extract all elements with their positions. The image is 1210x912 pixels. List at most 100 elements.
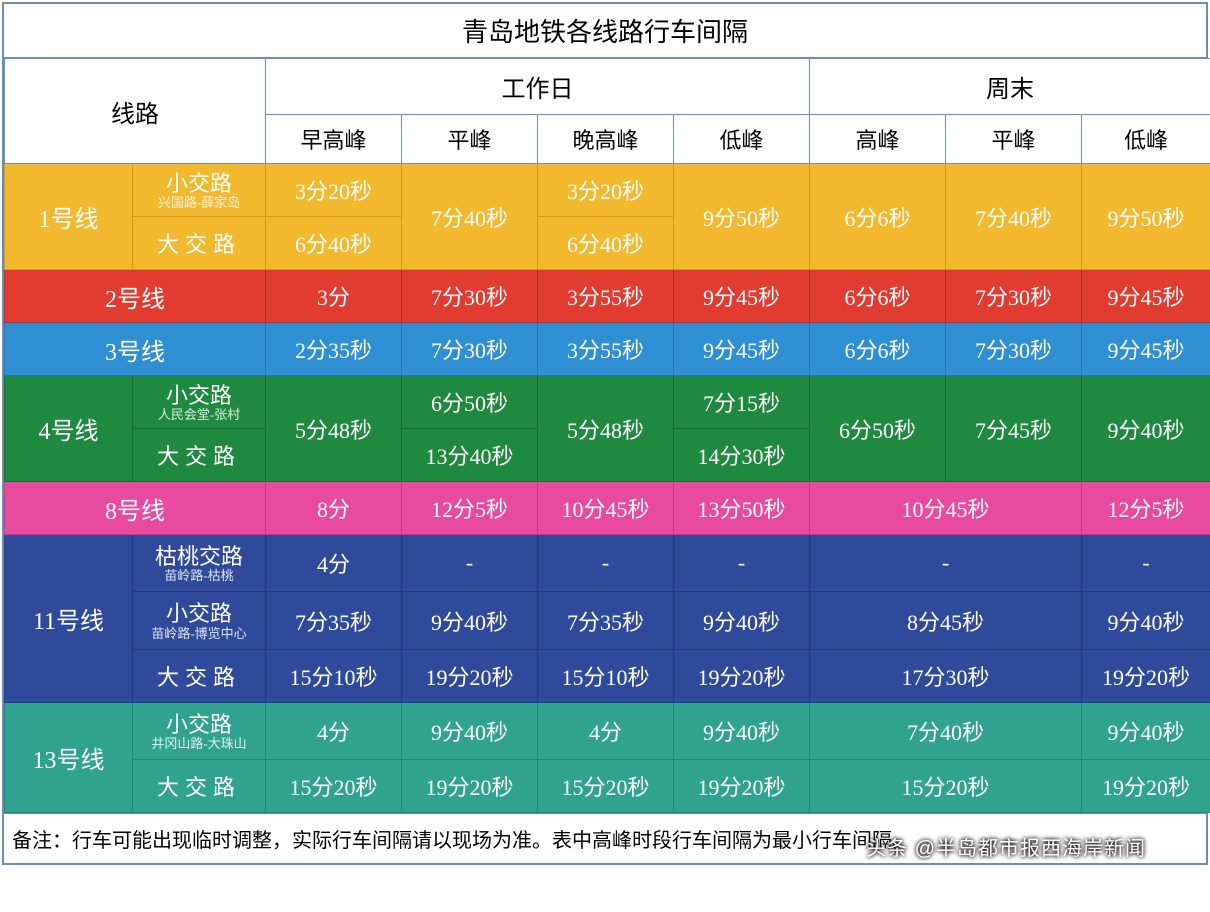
l1-wef: 7分40秒 [946, 164, 1082, 270]
watermark-text: 头条 @半岛都市报西海岸新闻 [866, 832, 1146, 861]
line1-sub1-main: 小交路 [133, 168, 265, 196]
l3-wep: 6分6秒 [810, 323, 946, 376]
line1-sub1-small: 兴国路-薛家岛 [133, 196, 265, 212]
l4r2-wdf: 13分40秒 [402, 429, 538, 482]
line11-sub2-small: 苗岭路-博览中心 [133, 627, 265, 643]
l11r3-wepf: 17分30秒 [810, 649, 1082, 702]
l2-wdl: 9分45秒 [674, 270, 810, 323]
l11r2-wepf: 8分45秒 [810, 592, 1082, 649]
l3-wel: 9分45秒 [1082, 323, 1210, 376]
l3-wdf: 7分30秒 [402, 323, 538, 376]
line3-name: 3号线 [5, 323, 266, 376]
l4-wde: 5分48秒 [538, 376, 674, 482]
l13r2-wde: 15分20秒 [538, 760, 674, 813]
l11r2-wde: 7分35秒 [538, 592, 674, 649]
l2-wdm: 3分 [266, 270, 402, 323]
row-line8: 8号线 8分 12分5秒 10分45秒 13分50秒 10分45秒 12分5秒 [5, 482, 1210, 535]
l8-wdf: 12分5秒 [402, 482, 538, 535]
l13r2-wepf: 15分20秒 [810, 760, 1082, 813]
l1-wdl: 9分50秒 [674, 164, 810, 270]
l2-wel: 9分45秒 [1082, 270, 1210, 323]
l3-wdm: 2分35秒 [266, 323, 402, 376]
row-line1-sub1: 1号线 小交路 兴国路-薛家岛 3分20秒 7分40秒 3分20秒 9分50秒 … [5, 164, 1210, 217]
row-line4-sub1: 4号线 小交路 人民会堂-张村 5分48秒 6分50秒 5分48秒 7分15秒 … [5, 376, 1210, 429]
l4-wdm: 5分48秒 [266, 376, 402, 482]
l11r2-wdm: 7分35秒 [266, 592, 402, 649]
hdr-wd-flat: 平峰 [402, 115, 538, 164]
l11r2-wdl: 9分40秒 [674, 592, 810, 649]
l11r3-wde: 15分10秒 [538, 649, 674, 702]
line11-sub1: 枯桃交路 苗岭路-枯桃 [133, 535, 266, 592]
l11r1-wde: - [538, 535, 674, 592]
hdr-we-flat: 平峰 [946, 115, 1082, 164]
row-line11-sub1: 11号线 枯桃交路 苗岭路-枯桃 4分 - - - - - [5, 535, 1210, 592]
l13r1-wdm: 4分 [266, 702, 402, 759]
page-title: 青岛地铁各线路行车间隔 [4, 4, 1206, 58]
l3-wdl: 9分45秒 [674, 323, 810, 376]
l13r1-wel: 9分40秒 [1082, 702, 1210, 759]
l1r1-wdm: 3分20秒 [266, 164, 402, 217]
row-line3: 3号线 2分35秒 7分30秒 3分55秒 9分45秒 6分6秒 7分30秒 9… [5, 323, 1210, 376]
l11r1-wdm: 4分 [266, 535, 402, 592]
schedule-table: 线路 工作日 周末 早高峰 平峰 晚高峰 低峰 高峰 平峰 低峰 1号线 小交路… [4, 58, 1210, 813]
l13r1-wdl: 9分40秒 [674, 702, 810, 759]
l11r3-wdf: 19分20秒 [402, 649, 538, 702]
line11-sub3: 大交路 [133, 649, 266, 702]
line1-name: 1号线 [5, 164, 133, 270]
row-line2: 2号线 3分 7分30秒 3分55秒 9分45秒 6分6秒 7分30秒 9分45… [5, 270, 1210, 323]
hdr-line: 线路 [5, 59, 266, 164]
l1r2-wdm: 6分40秒 [266, 217, 402, 270]
line13-name: 13号线 [5, 702, 133, 812]
l1r2-wde: 6分40秒 [538, 217, 674, 270]
l8-wdm: 8分 [266, 482, 402, 535]
line4-sub1-main: 小交路 [133, 380, 265, 408]
l11r1-wdl: - [674, 535, 810, 592]
l3-wde: 3分55秒 [538, 323, 674, 376]
line11-sub2: 小交路 苗岭路-博览中心 [133, 592, 266, 649]
line8-name: 8号线 [5, 482, 266, 535]
line1-sub2: 大交路 [133, 217, 266, 270]
l11r1-wdf: - [402, 535, 538, 592]
l8-wde: 10分45秒 [538, 482, 674, 535]
line4-sub1-small: 人民会堂-张村 [133, 408, 265, 424]
l8-wepf: 10分45秒 [810, 482, 1082, 535]
l4-wel: 9分40秒 [1082, 376, 1210, 482]
line11-sub1-main: 枯桃交路 [133, 541, 265, 569]
l11r1-wel: - [1082, 535, 1210, 592]
l4-wep: 6分50秒 [810, 376, 946, 482]
l13r2-wdf: 19分20秒 [402, 760, 538, 813]
line4-name: 4号线 [5, 376, 133, 482]
line13-sub2: 大交路 [133, 760, 266, 813]
l13r2-wdl: 19分20秒 [674, 760, 810, 813]
hdr-wd-evening: 晚高峰 [538, 115, 674, 164]
l8-wel: 12分5秒 [1082, 482, 1210, 535]
row-line11-sub2: 小交路 苗岭路-博览中心 7分35秒 9分40秒 7分35秒 9分40秒 8分4… [5, 592, 1210, 649]
line13-sub1: 小交路 井冈山路-大珠山 [133, 702, 266, 759]
hdr-wd-low: 低峰 [674, 115, 810, 164]
hdr-we-peak: 高峰 [810, 115, 946, 164]
line1-sub1: 小交路 兴国路-薛家岛 [133, 164, 266, 217]
row-line11-sub3: 大交路 15分10秒 19分20秒 15分10秒 19分20秒 17分30秒 1… [5, 649, 1210, 702]
l2-wef: 7分30秒 [946, 270, 1082, 323]
l2-wdf: 7分30秒 [402, 270, 538, 323]
row-line13-sub1: 13号线 小交路 井冈山路-大珠山 4分 9分40秒 4分 9分40秒 7分40… [5, 702, 1210, 759]
l13r1-wdf: 9分40秒 [402, 702, 538, 759]
line11-name: 11号线 [5, 535, 133, 703]
l4r1-wdf: 6分50秒 [402, 376, 538, 429]
footnote-text: 备注：行车可能出现临时调整，实际行车间隔请以现场为准。表中高峰时段行车间隔为最小… [12, 830, 912, 852]
l1-wel: 9分50秒 [1082, 164, 1210, 270]
l11r2-wel: 9分40秒 [1082, 592, 1210, 649]
l13r1-wepf: 7分40秒 [810, 702, 1082, 759]
hdr-weekend: 周末 [810, 59, 1210, 115]
line4-sub2: 大交路 [133, 429, 266, 482]
l4r1-wdl: 7分15秒 [674, 376, 810, 429]
line13-sub1-main: 小交路 [133, 709, 265, 737]
row-line13-sub2: 大交路 15分20秒 19分20秒 15分20秒 19分20秒 15分20秒 1… [5, 760, 1210, 813]
l11r3-wdm: 15分10秒 [266, 649, 402, 702]
l1-wep: 6分6秒 [810, 164, 946, 270]
l13r2-wdm: 15分20秒 [266, 760, 402, 813]
line2-name: 2号线 [5, 270, 266, 323]
line11-sub1-small: 苗岭路-枯桃 [133, 569, 265, 585]
l1r1-wde: 3分20秒 [538, 164, 674, 217]
line11-sub2-main: 小交路 [133, 598, 265, 626]
